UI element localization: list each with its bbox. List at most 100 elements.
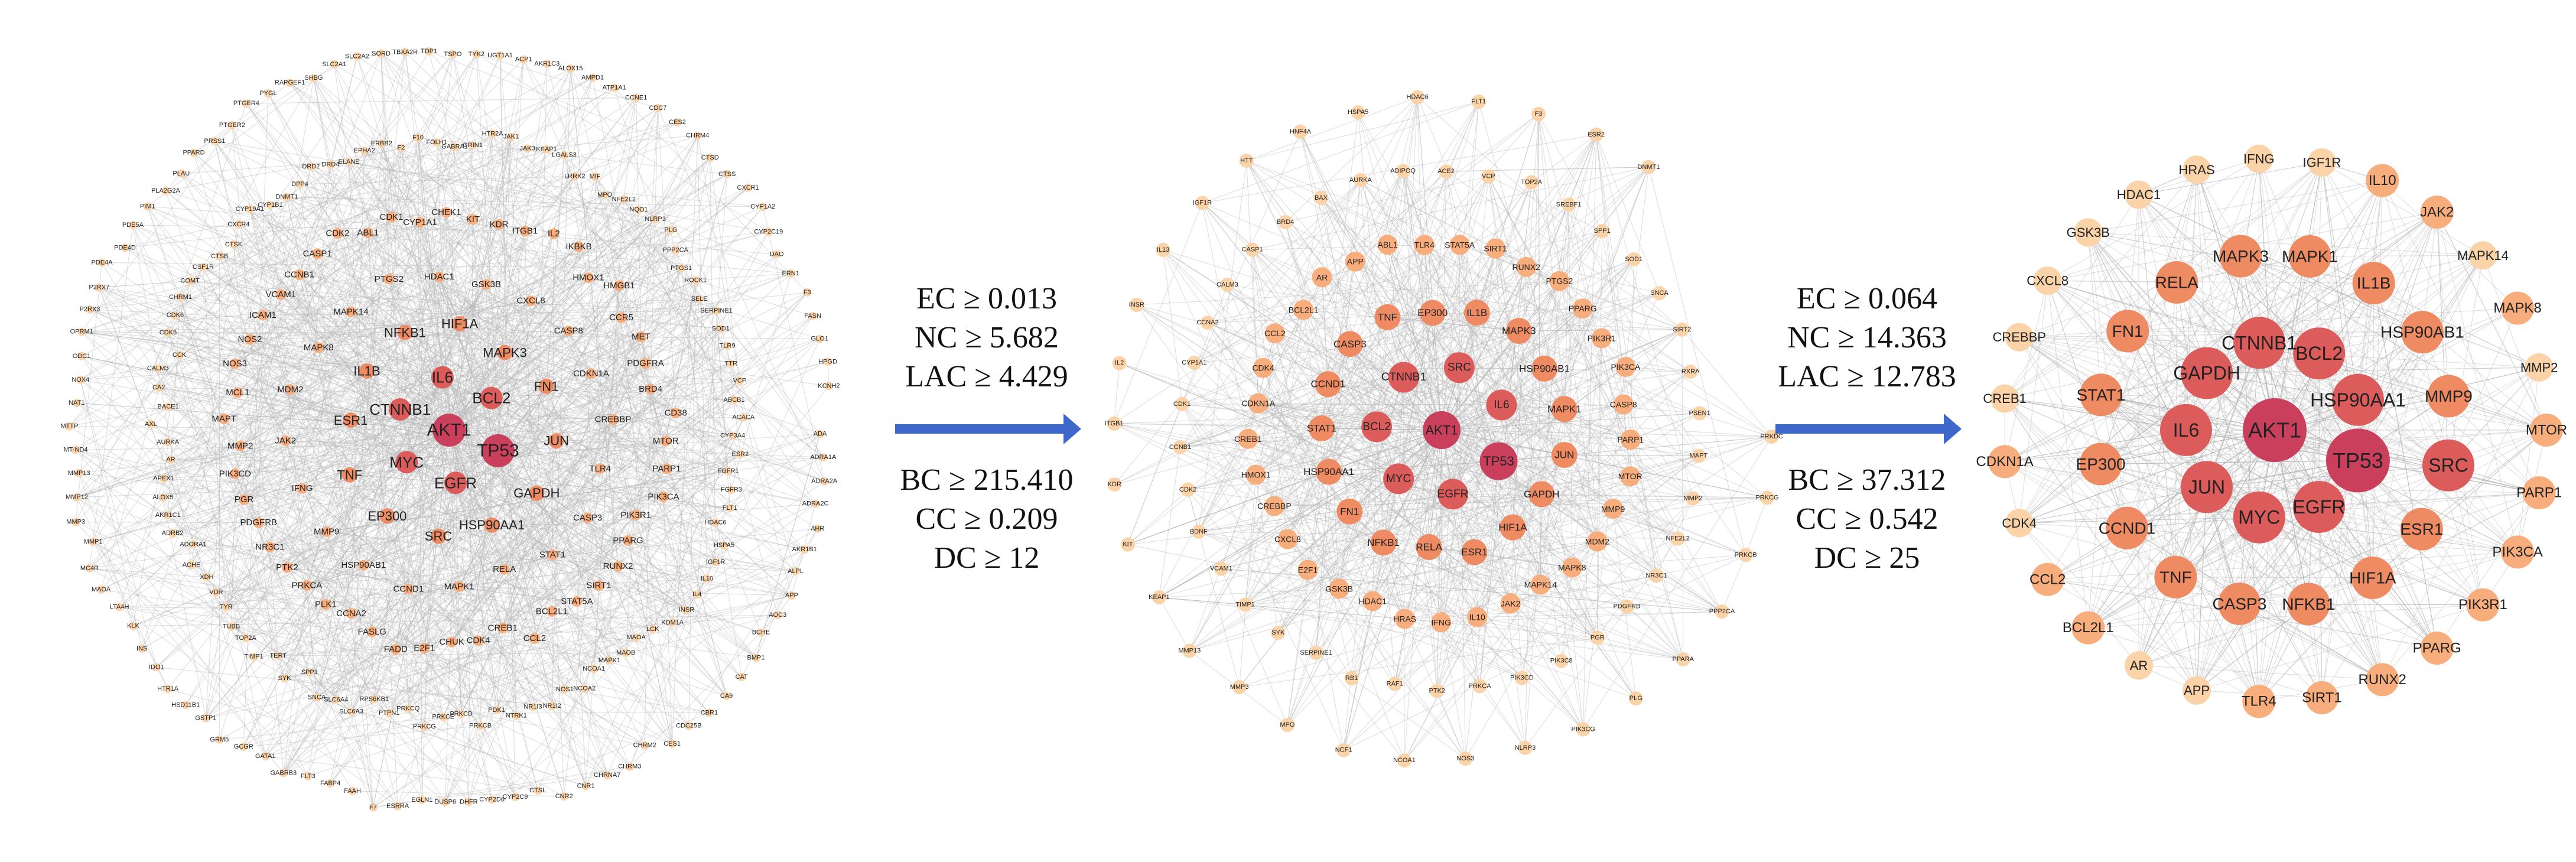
net1-node-apex1: APEX1 <box>153 474 174 483</box>
net1-node-label: PIK3CA <box>648 492 679 502</box>
net1-edge <box>265 222 421 757</box>
net1-edge <box>491 398 728 471</box>
net1-node-gcgr: GCGR <box>234 743 253 751</box>
net3-node-label: CCL2 <box>2029 571 2066 587</box>
net1-edge <box>337 233 676 414</box>
net2-node-pik3cg: PIK3CG <box>1572 722 1595 737</box>
network-filtered-1: DNMT1ESR2F3FLT1HDAC6HSPA5HNF4AHTTIGF1RIL… <box>1105 90 1783 768</box>
net1-edge <box>367 232 569 331</box>
net2-node-label: RUNX2 <box>1512 262 1540 272</box>
net1-edge <box>287 197 741 455</box>
net1-edge <box>523 59 744 418</box>
net1-node-calm3: CALM3 <box>147 364 169 373</box>
net2-node-app: APP <box>1345 251 1365 272</box>
net2-node-label: AR <box>1316 272 1328 282</box>
net1-node-ido1: IDO1 <box>149 663 164 672</box>
net1-edge <box>287 196 620 287</box>
net1-edge <box>318 231 769 348</box>
net2-node-label: KIT <box>1123 541 1133 548</box>
net3-node-egfr: EGFR <box>2292 481 2345 533</box>
net1-edge <box>246 97 636 104</box>
net1-node-label: CDK4 <box>467 636 490 646</box>
net1-node-label: GSK3B <box>471 279 501 289</box>
net1-edge <box>167 273 791 443</box>
net1-node-label: SHBG <box>304 74 323 82</box>
net1-edge <box>492 134 716 562</box>
net1-edge <box>576 373 592 602</box>
net2-node-label: PLG <box>1629 695 1642 702</box>
net1-edge <box>388 279 553 555</box>
net1-edge <box>326 531 398 806</box>
net1-edge <box>574 176 666 441</box>
net3-node-myc: MYC <box>2233 491 2285 544</box>
net1-edge <box>249 209 516 798</box>
net1-edge <box>205 430 450 718</box>
net1-edge <box>249 209 557 441</box>
net1-edge <box>170 174 727 460</box>
net1-node-chrm4: CHRM4 <box>686 131 709 140</box>
net1-edge <box>168 268 682 408</box>
net1-edge <box>588 278 727 697</box>
net1-edge <box>600 210 639 469</box>
net1-edge <box>205 430 450 718</box>
net1-edge <box>156 157 711 668</box>
net1-node-mapk1: MAPK1 <box>599 656 620 665</box>
net2-node-label: ACE2 <box>1437 168 1455 175</box>
net1-node-ctsb: CTSB <box>211 252 228 261</box>
net1-node-oprm1: OPRM1 <box>70 327 93 336</box>
net1-edge <box>436 142 493 525</box>
net2-node-label: IL1B <box>1466 307 1487 318</box>
net1-edge <box>162 430 450 498</box>
net1-node-label: MAOB <box>616 649 635 656</box>
net1-node-label: JAK3 <box>519 145 535 152</box>
net1-edge <box>502 230 671 629</box>
net2-node-label: HDAC6 <box>1406 94 1428 101</box>
net2-node-e2f1: E2F1 <box>1297 560 1318 580</box>
net1-edge <box>349 474 374 808</box>
net3-node-casp3: CASP3 <box>2212 583 2266 625</box>
net1-node-label: CCNA2 <box>336 609 366 619</box>
net1-node-label: NOS2 <box>238 334 262 344</box>
net1-edge <box>172 488 303 534</box>
net1-edge <box>417 137 422 801</box>
net1-node-label: IL6 <box>432 369 453 386</box>
net1-edge <box>316 586 460 698</box>
net1-edge <box>657 108 825 482</box>
net1-edge <box>178 281 191 356</box>
net1-edge <box>406 352 505 463</box>
net1-edge <box>502 554 553 629</box>
net1-node-label: CREB1 <box>488 623 518 633</box>
net1-node-label: AKR1B1 <box>792 546 817 553</box>
net1-edge <box>258 377 443 523</box>
net1-node-label: RELA <box>493 564 516 574</box>
net1-edge <box>502 470 728 629</box>
net1-edge <box>206 577 317 698</box>
net2-node-label: TLR4 <box>1414 240 1435 250</box>
net1-node-nos2: NOS2 <box>238 334 262 345</box>
net3-node-il1b: IL1B <box>2352 262 2395 305</box>
net1-edge <box>243 284 487 747</box>
net1-edge <box>408 515 636 590</box>
net2-node-label: CREBBP <box>1257 502 1292 511</box>
net1-edge <box>167 442 398 806</box>
net1-node-label: DRD2 <box>302 163 320 170</box>
net1-node-label: MT-ND4 <box>64 446 88 453</box>
net1-edge <box>448 330 569 431</box>
net1-edge <box>79 473 492 526</box>
net1-edge <box>363 68 571 565</box>
net1-node-label: FLT1 <box>723 505 737 512</box>
net1-node-ncoa1: NCOA1 <box>583 665 605 673</box>
net1-edge <box>451 569 505 643</box>
net1-edge <box>79 473 134 626</box>
net1-edge <box>100 222 421 590</box>
net1-edge <box>497 450 724 546</box>
net1-node-mapk8: MAPK8 <box>304 342 334 353</box>
net1-edge <box>307 433 821 586</box>
net2-node-snca: SNCA <box>1650 286 1668 301</box>
net1-node-pla2g2a: PLA2G2A <box>151 187 181 196</box>
net2-node-label: VCAM1 <box>1210 565 1232 573</box>
net1-node-tnf: TNF <box>337 467 362 483</box>
net3-node-label: MTOR <box>2526 422 2567 438</box>
net3-node-label: SIRT1 <box>2302 690 2342 706</box>
